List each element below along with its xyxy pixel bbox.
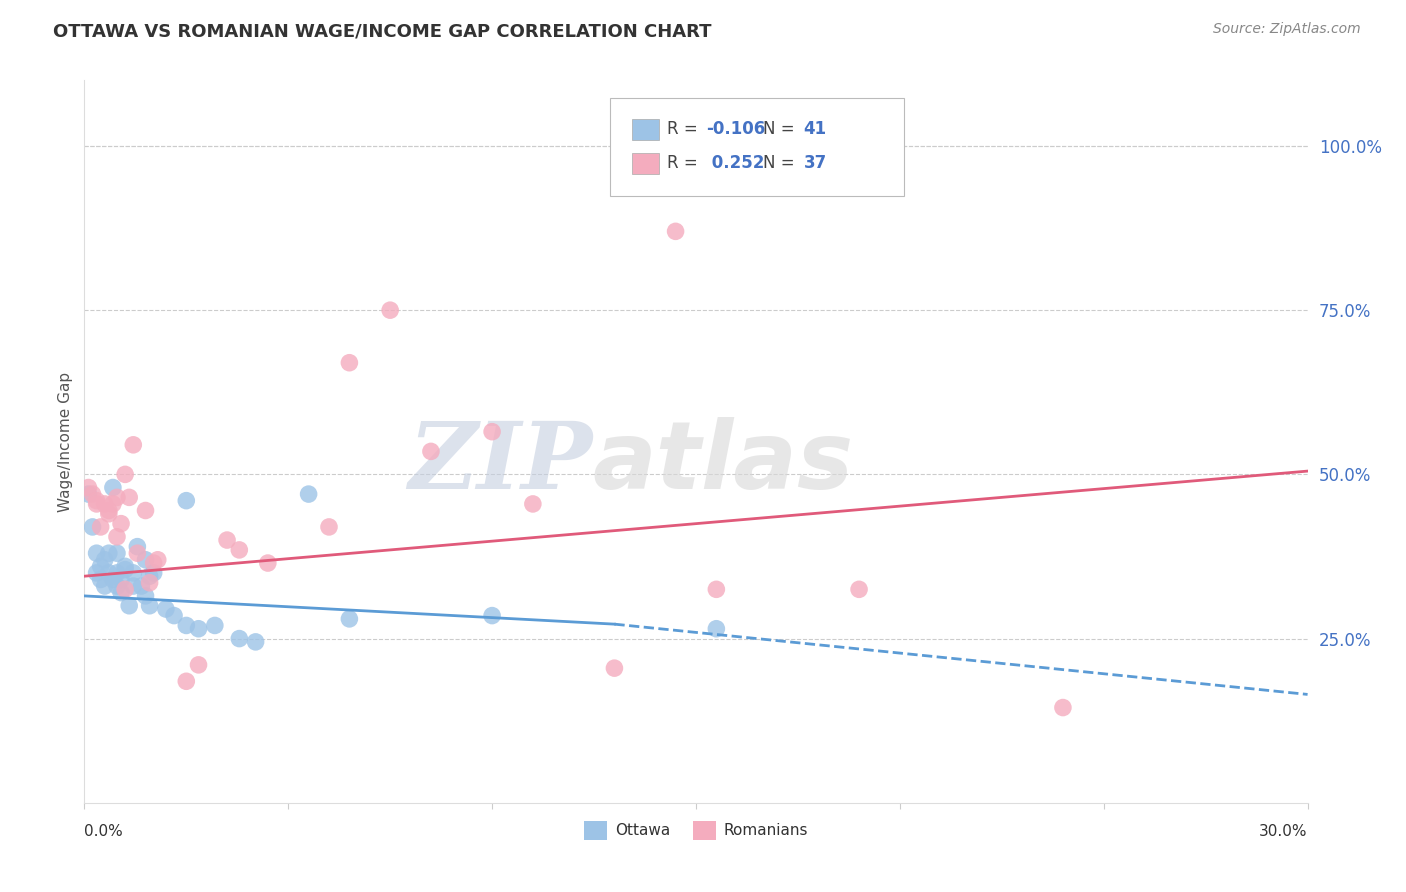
Point [114, 559, 136, 574]
Point [127, 540, 149, 554]
Point [110, 516, 132, 531]
Point [146, 553, 169, 567]
Point [298, 487, 321, 501]
Point [339, 612, 361, 626]
Point [122, 438, 145, 452]
Text: R =: R = [666, 154, 703, 172]
Point [380, 303, 402, 318]
Text: N =: N = [763, 120, 800, 138]
Point [339, 356, 361, 370]
Point [105, 566, 128, 580]
Point [90, 559, 112, 574]
Point [187, 657, 209, 672]
Text: 0.252: 0.252 [706, 154, 763, 172]
Point [105, 491, 128, 505]
Point [174, 674, 197, 689]
Point [155, 602, 177, 616]
Point [93, 497, 115, 511]
Point [135, 503, 157, 517]
Point [90, 573, 112, 587]
Y-axis label: Wage/Income Gap: Wage/Income Gap [58, 371, 73, 512]
Point [481, 608, 503, 623]
Point [706, 622, 728, 636]
Point [114, 467, 136, 482]
Point [138, 599, 160, 613]
Point [217, 533, 239, 547]
Point [105, 579, 128, 593]
Point [138, 575, 160, 590]
Point [245, 635, 267, 649]
Legend: Ottawa, Romanians: Ottawa, Romanians [578, 815, 814, 846]
Point [97, 507, 120, 521]
Point [110, 585, 132, 599]
Point [86, 493, 108, 508]
Point [481, 425, 503, 439]
Point [93, 553, 115, 567]
Point [82, 520, 104, 534]
Point [142, 556, 165, 570]
Point [174, 493, 197, 508]
Text: 41: 41 [804, 120, 827, 138]
Text: 30.0%: 30.0% [1260, 824, 1308, 839]
Point [135, 589, 157, 603]
Point [118, 599, 141, 613]
FancyBboxPatch shape [610, 98, 904, 196]
Point [665, 224, 688, 238]
Point [105, 546, 128, 560]
Point [110, 573, 132, 587]
Point [97, 503, 120, 517]
Point [420, 444, 443, 458]
Text: N =: N = [763, 154, 800, 172]
Point [101, 573, 124, 587]
Text: 0.0%: 0.0% [84, 824, 124, 839]
Point [93, 579, 115, 593]
Point [163, 608, 186, 623]
Point [97, 546, 120, 560]
Point [848, 582, 870, 597]
Point [77, 481, 100, 495]
Point [86, 546, 108, 560]
Point [114, 582, 136, 597]
Text: OTTAWA VS ROMANIAN WAGE/INCOME GAP CORRELATION CHART: OTTAWA VS ROMANIAN WAGE/INCOME GAP CORRE… [53, 22, 711, 40]
Text: atlas: atlas [592, 417, 853, 509]
Point [101, 497, 124, 511]
Point [118, 491, 141, 505]
FancyBboxPatch shape [633, 153, 659, 174]
Point [522, 497, 544, 511]
FancyBboxPatch shape [633, 119, 659, 140]
Point [101, 481, 124, 495]
Point [86, 566, 108, 580]
Point [228, 542, 250, 557]
Point [114, 563, 136, 577]
Text: Source: ZipAtlas.com: Source: ZipAtlas.com [1213, 22, 1361, 37]
Text: ZIP: ZIP [408, 418, 592, 508]
Point [603, 661, 626, 675]
Point [318, 520, 340, 534]
Point [138, 569, 160, 583]
Text: 37: 37 [804, 154, 827, 172]
Point [187, 622, 209, 636]
Point [204, 618, 226, 632]
Point [706, 582, 728, 597]
Point [105, 530, 128, 544]
Point [127, 546, 149, 560]
Text: -0.106: -0.106 [706, 120, 765, 138]
Point [174, 618, 197, 632]
Point [122, 566, 145, 580]
Point [82, 487, 104, 501]
Point [228, 632, 250, 646]
Point [257, 556, 280, 570]
Text: R =: R = [666, 120, 703, 138]
Point [86, 497, 108, 511]
Point [135, 553, 157, 567]
Point [90, 520, 112, 534]
Point [77, 487, 100, 501]
Point [131, 579, 153, 593]
Point [1052, 700, 1074, 714]
Point [142, 566, 165, 580]
Point [97, 566, 120, 580]
Point [122, 579, 145, 593]
